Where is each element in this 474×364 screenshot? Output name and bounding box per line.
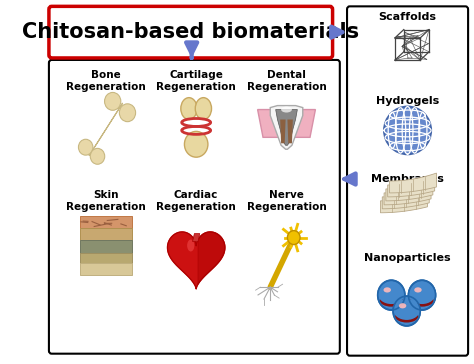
- Ellipse shape: [378, 283, 405, 304]
- FancyBboxPatch shape: [80, 216, 132, 228]
- Ellipse shape: [410, 294, 434, 306]
- Text: Nerve
Regeneration: Nerve Regeneration: [246, 190, 327, 211]
- Circle shape: [409, 280, 436, 310]
- Text: Hydrogels: Hydrogels: [376, 96, 439, 106]
- Text: Membranes: Membranes: [371, 174, 444, 184]
- FancyBboxPatch shape: [80, 228, 132, 240]
- Circle shape: [119, 104, 136, 122]
- Ellipse shape: [384, 107, 431, 154]
- Polygon shape: [270, 106, 303, 149]
- Circle shape: [393, 296, 420, 326]
- Text: Bone
Regeneration: Bone Regeneration: [66, 70, 146, 92]
- FancyBboxPatch shape: [80, 253, 132, 264]
- Text: Scaffolds: Scaffolds: [379, 12, 437, 22]
- Polygon shape: [381, 193, 428, 213]
- Ellipse shape: [281, 107, 292, 112]
- Text: Cartilage
Regeneration: Cartilage Regeneration: [156, 70, 236, 92]
- Ellipse shape: [395, 310, 418, 323]
- Circle shape: [378, 280, 405, 310]
- Polygon shape: [287, 119, 293, 143]
- Polygon shape: [191, 104, 201, 112]
- Circle shape: [90, 149, 105, 164]
- Polygon shape: [390, 173, 437, 193]
- FancyBboxPatch shape: [80, 264, 132, 275]
- FancyBboxPatch shape: [49, 60, 340, 354]
- Ellipse shape: [414, 287, 422, 293]
- Polygon shape: [388, 177, 435, 197]
- Ellipse shape: [187, 240, 194, 252]
- Ellipse shape: [195, 98, 211, 119]
- Polygon shape: [257, 110, 315, 137]
- Polygon shape: [192, 234, 200, 242]
- FancyBboxPatch shape: [80, 240, 132, 253]
- Polygon shape: [276, 110, 297, 145]
- Polygon shape: [89, 103, 123, 156]
- Text: Nanoparticles: Nanoparticles: [364, 253, 451, 264]
- Text: Skin
Regeneration: Skin Regeneration: [66, 190, 146, 211]
- Polygon shape: [384, 185, 431, 205]
- Ellipse shape: [393, 299, 420, 320]
- FancyBboxPatch shape: [49, 6, 333, 58]
- Polygon shape: [198, 232, 225, 284]
- Text: Cardiac
Regeneration: Cardiac Regeneration: [156, 190, 236, 211]
- Text: Dental
Regeneration: Dental Regeneration: [246, 70, 327, 92]
- Ellipse shape: [383, 287, 391, 293]
- Circle shape: [78, 139, 93, 155]
- Ellipse shape: [399, 303, 406, 308]
- Circle shape: [287, 231, 300, 245]
- Text: Chitosan-based biomaterials: Chitosan-based biomaterials: [22, 22, 359, 42]
- Ellipse shape: [181, 98, 197, 119]
- Polygon shape: [167, 232, 225, 289]
- FancyBboxPatch shape: [347, 6, 468, 356]
- Circle shape: [105, 92, 121, 110]
- Ellipse shape: [184, 131, 208, 157]
- Ellipse shape: [409, 283, 436, 304]
- Polygon shape: [280, 119, 286, 143]
- Ellipse shape: [380, 294, 403, 306]
- Polygon shape: [382, 189, 429, 209]
- Polygon shape: [386, 181, 433, 201]
